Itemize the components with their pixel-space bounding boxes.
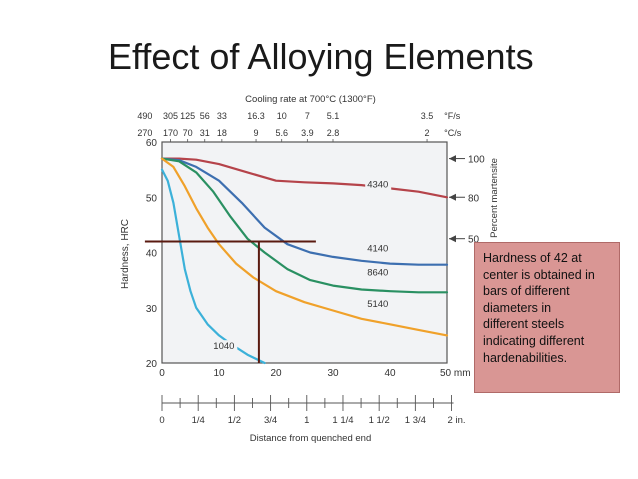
cooling-rate-title: Cooling rate at 700°C (1300°F) [245,94,376,105]
inch-tick-label: 1/4 [192,415,205,426]
series-label: 8640 [367,268,388,279]
x-tick-label: 10 [213,368,225,379]
inch-tick-label: 1 1/4 [332,415,353,426]
inch-tick-label: 0 [159,415,164,426]
cooling-rate-c-label: 270 [137,128,152,138]
series-label: 4340 [367,179,388,190]
martensite-arrow-head [449,235,456,243]
cooling-rate-f-label: 56 [200,111,210,121]
cooling-rate-f-label: 33 [217,111,227,121]
martensite-axis-label: Percent martensite [489,158,500,238]
cooling-rate-f-label: 10 [277,111,287,121]
x-tick-label: 40 [384,368,396,379]
y-axis-label: Hardness, HRC [120,219,131,289]
plot-frame [161,141,448,364]
cooling-rate-c-label: 3.9 [301,128,314,138]
cooling-rate-c-unit: °C/s [444,128,462,138]
series-line [160,157,449,199]
cooling-rate-c-label: 9 [254,128,259,138]
x-tick-label: 0 [159,368,165,379]
x-axis-label: Distance from quenched end [250,433,371,444]
cooling-rate-c-label: 70 [183,128,193,138]
y-tick-label: 50 [146,193,158,204]
cooling-rate-f-label: 305 [163,111,178,121]
cooling-rate-c-label: 2.8 [327,128,340,138]
series-label: 1040 [213,341,234,352]
cooling-rate-c-label: 5.6 [275,128,288,138]
cooling-rate-c-label: 170 [163,128,178,138]
inch-tick-label: 1 1/2 [369,415,390,426]
plot-border [161,141,448,364]
slide-title: Effect of Alloying Elements [108,36,534,77]
cooling-rate-f-unit: °F/s [444,111,461,121]
y-tick-label: 60 [146,138,158,149]
cooling-rate-f-label: 7 [305,111,310,121]
cooling-rate-f-label: 3.5 [421,111,434,121]
y-tick-label: 40 [146,249,158,260]
reference-lines [144,240,316,363]
note-line: different steels [483,317,565,332]
series-label-bg [365,178,392,191]
x-tick-label: 30 [327,368,339,379]
martensite-arrow-head [449,155,456,163]
y-tick-label: 30 [146,304,158,315]
inch-tick-label: 1/2 [228,415,241,426]
series-label-bg [365,298,392,311]
series-label: 5140 [367,299,388,310]
x-tick-label: 50 mm [440,368,471,379]
inch-tick-label: 3/4 [264,415,277,426]
cooling-rate-f-label: 16.3 [247,111,265,121]
cooling-rate-c-label: 18 [217,128,227,138]
series-line [160,157,449,294]
x-tick-label: 20 [270,368,282,379]
annotation-box: Hardness of 42 at center is obtained in … [474,242,620,393]
martensite-label: 80 [468,193,480,204]
note-line: center is obtained in [483,267,595,282]
note-line: bars of different [483,284,570,299]
note-line: indicating different [483,333,585,348]
series-label-bg [365,242,392,255]
martensite-arrow-head [449,193,456,201]
cooling-rate-f-label: 5.1 [327,111,340,121]
inch-tick-label: 1 3/4 [405,415,426,426]
series-label: 4140 [367,243,388,254]
cooling-rate-c-label: 2 [425,128,430,138]
inch-tick-label: 2 in. [448,415,466,426]
inch-tick-label: 1 [304,415,309,426]
series-lines [160,157,449,365]
note-line: diameters in [483,300,552,315]
chart-labels: 4340 4140 8640 5140 1040 [211,178,392,353]
series-label-bg [365,266,392,279]
martensite-label: 100 [468,155,485,166]
note-line: hardenabilities. [483,350,568,365]
note-line: Hardness of 42 at [483,251,582,265]
cooling-rate-f-label: 125 [180,111,195,121]
cooling-rate-c-label: 31 [200,128,210,138]
cooling-rate-f-label: 490 [137,111,152,121]
y-tick-label: 20 [146,359,158,370]
series-line [160,157,449,337]
series-line [160,157,449,266]
plot-background [162,142,447,363]
martensite-label: 50 [468,235,480,246]
series-label-bg [211,340,238,353]
